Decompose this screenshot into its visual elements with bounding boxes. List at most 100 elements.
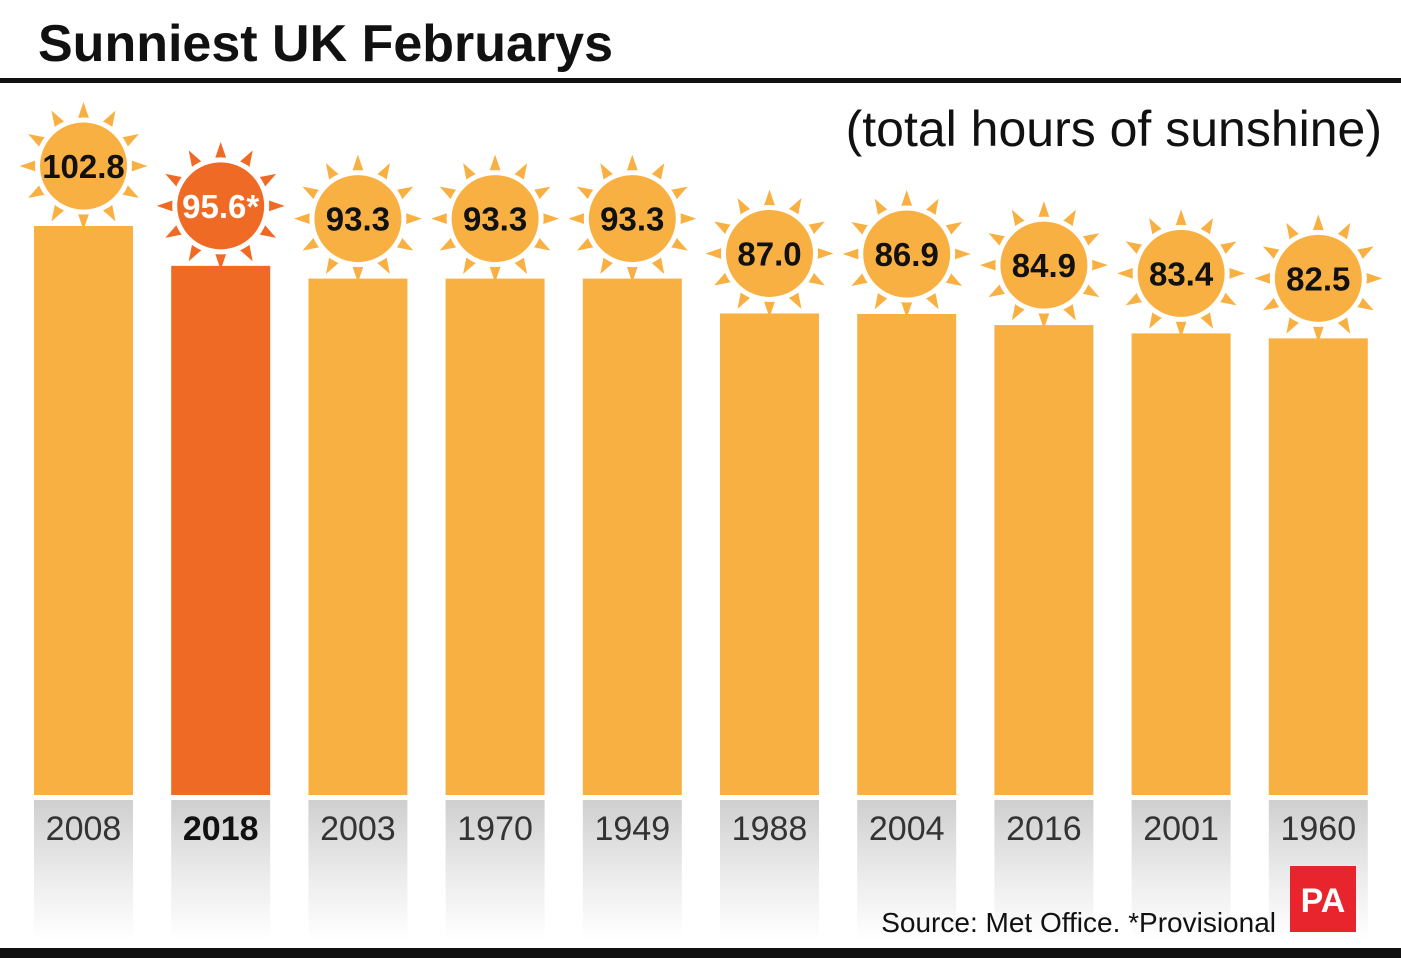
year-band-1988 [720, 800, 819, 940]
sun-icon-2016 [995, 216, 1093, 314]
sun-ray [1361, 271, 1383, 286]
bar-1988 [720, 313, 819, 795]
sun-ray [842, 246, 864, 262]
pa-logo [1290, 866, 1356, 932]
chart-title: Sunniest UK Februarys [38, 15, 613, 73]
sun-ray [1117, 266, 1138, 281]
sun-ray [762, 296, 777, 318]
sun-ray [1311, 214, 1326, 235]
sun-ray [1087, 258, 1108, 273]
bars-group: 102.8 2008 95.6* 2018 93.3 2003 93.3 1970 93.3 19… [19, 102, 1383, 940]
bar-2001 [1131, 333, 1231, 795]
sun-ray [899, 297, 914, 319]
sun-ray [1174, 209, 1189, 230]
sun-ray [293, 211, 315, 226]
sun-icon-2018 [172, 157, 270, 255]
bar-group-1960: 82.5 1960 [1254, 214, 1383, 940]
bar-group-1949: 93.3 1949 [568, 154, 697, 940]
sun-ray [213, 249, 228, 270]
year-label-2018: 2018 [183, 810, 259, 848]
sun-icon-2004 [858, 205, 956, 303]
year-label-2001: 2001 [1143, 810, 1219, 848]
sun-ray [568, 211, 589, 226]
sun-ray [1036, 201, 1051, 222]
year-band-2016 [994, 800, 1094, 940]
sun-ray [1174, 316, 1189, 338]
sun-ray [705, 246, 727, 261]
bar-2018 [171, 265, 271, 795]
sun-ray [812, 246, 834, 261]
value-label-2004: 86.9 [875, 236, 939, 273]
bar-2004 [857, 314, 957, 795]
value-label-1960: 82.5 [1286, 260, 1350, 297]
year-band-1970 [445, 800, 545, 940]
source-note: Source: Met Office. *Provisional [881, 907, 1276, 938]
sun-ray [625, 154, 640, 176]
sun-ray [538, 211, 560, 226]
year-label-1949: 1949 [594, 810, 670, 848]
sun-ray [625, 262, 640, 283]
sun-icon-2008 [35, 117, 132, 215]
sun-icon-2003 [309, 170, 407, 268]
year-band-2004 [857, 800, 957, 940]
bar-1960 [1268, 338, 1368, 795]
year-band-2003 [308, 800, 408, 940]
sun-ray [213, 141, 228, 163]
value-label-2001: 83.4 [1149, 255, 1214, 292]
bar-group-1988: 87.0 1988 [705, 189, 834, 940]
sun-ray [675, 211, 697, 226]
value-label-2016: 84.9 [1012, 247, 1076, 284]
bar-group-2008: 102.8 2008 [19, 102, 148, 940]
sun-ray [762, 189, 777, 211]
year-band-1949 [582, 800, 682, 940]
sun-icon-1949 [583, 170, 681, 268]
year-band-2018 [171, 800, 271, 940]
bar-group-2004: 86.9 2004 [842, 190, 971, 940]
sun-ray [350, 262, 365, 283]
bottom-rule [0, 948, 1401, 958]
value-label-1970: 93.3 [463, 201, 527, 238]
bar-group-2016: 84.9 2016 [979, 201, 1108, 940]
sun-ray [264, 198, 285, 213]
bar-1949 [582, 278, 682, 796]
sun-ray [979, 258, 1001, 273]
bar-1970 [445, 278, 545, 796]
sun-ray [1311, 321, 1326, 343]
sun-ray [488, 154, 503, 176]
sun-ray [899, 190, 914, 211]
year-label-2004: 2004 [869, 810, 945, 848]
year-label-1960: 1960 [1280, 810, 1356, 848]
sun-ray [950, 246, 971, 262]
sun-ray [19, 158, 41, 174]
sun-ray [350, 154, 365, 176]
sun-ray [126, 158, 148, 174]
sun-ray [1036, 308, 1051, 330]
title-rule [0, 78, 1401, 83]
year-band-2001 [1131, 800, 1231, 940]
sun-ray [401, 211, 422, 226]
bar-group-2003: 93.3 2003 [293, 154, 422, 940]
sun-ray [1224, 266, 1246, 281]
sun-icon-1960 [1269, 229, 1367, 327]
sun-icon-1970 [446, 170, 544, 268]
sun-ray [76, 102, 91, 123]
sun-icon-1988 [721, 204, 818, 302]
bar-group-1970: 93.3 1970 [431, 154, 560, 940]
sun-ray [156, 198, 178, 213]
year-label-2008: 2008 [46, 810, 122, 848]
bar-group-2001: 83.4 2001 [1117, 209, 1246, 940]
sun-icon-2001 [1132, 224, 1230, 322]
value-label-2003: 93.3 [326, 201, 390, 238]
year-band-2008 [34, 800, 133, 940]
year-label-2003: 2003 [320, 810, 396, 848]
value-label-1949: 93.3 [600, 201, 664, 238]
value-label-1988: 87.0 [737, 235, 801, 272]
bar-2016 [994, 325, 1094, 795]
value-label-2018: 95.6* [182, 188, 259, 225]
sun-ray [1254, 271, 1275, 286]
sun-ray [76, 209, 91, 230]
year-label-1988: 1988 [732, 810, 808, 848]
bar-group-2018: 95.6* 2018 [156, 141, 285, 940]
year-label-1970: 1970 [457, 810, 533, 848]
